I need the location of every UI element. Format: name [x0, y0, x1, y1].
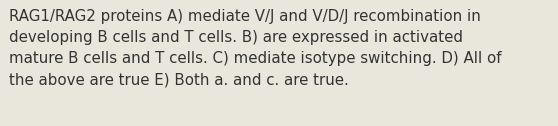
Text: RAG1/RAG2 proteins A) mediate V/J and V/D/J recombination in
developing B cells : RAG1/RAG2 proteins A) mediate V/J and V/… — [9, 9, 502, 88]
